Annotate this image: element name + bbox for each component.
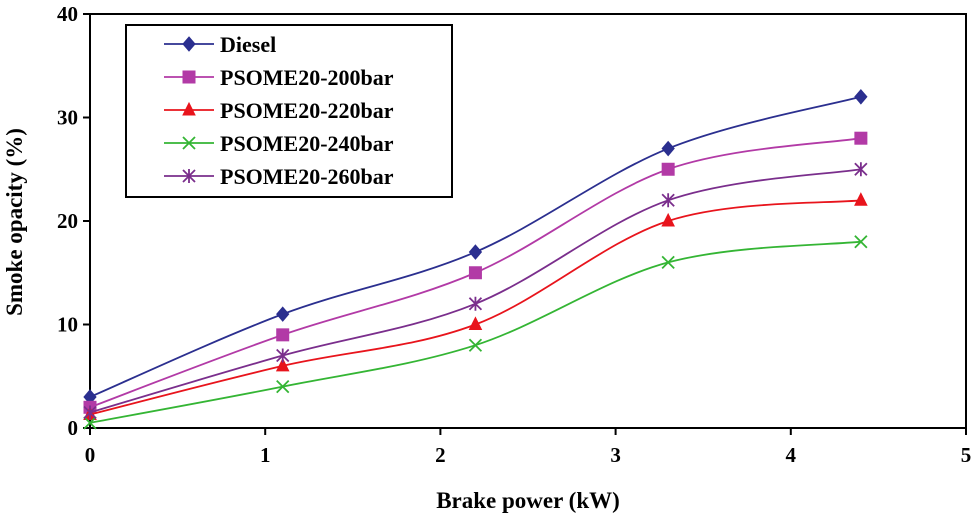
legend-item: PSOME20-220bar <box>164 98 394 123</box>
data-point <box>854 89 868 105</box>
series-3 <box>83 235 868 430</box>
y-axis-ticks: 0 10 20 30 40 <box>57 2 90 440</box>
legend-label: PSOME20-220bar <box>220 98 394 123</box>
data-point <box>854 192 868 206</box>
data-point <box>276 379 290 394</box>
series-0 <box>83 89 868 405</box>
data-point <box>854 162 868 177</box>
data-point <box>468 296 483 311</box>
legend-item: PSOME20-260bar <box>164 164 394 189</box>
data-point <box>661 140 675 157</box>
series-4 <box>83 162 868 420</box>
y-tick-label: 40 <box>57 2 78 26</box>
y-tick-label: 20 <box>57 209 78 233</box>
data-point <box>854 235 868 249</box>
x-tick-label: 1 <box>260 443 271 467</box>
x-tick-label: 3 <box>610 443 621 467</box>
legend-label: PSOME20-240bar <box>220 131 394 156</box>
data-point <box>468 266 482 280</box>
legend-box <box>125 24 453 198</box>
legend-label: PSOME20-200bar <box>220 65 394 90</box>
legend-marker <box>182 101 196 116</box>
data-point <box>468 338 483 352</box>
legend-item: PSOME20-240bar <box>164 131 394 156</box>
x-axis-title: Brake power (kW) <box>436 488 620 513</box>
x-tick-label: 4 <box>786 443 797 467</box>
data-point <box>468 316 483 330</box>
x-tick-label: 0 <box>85 443 96 467</box>
data-point <box>854 131 868 145</box>
data-point <box>276 328 290 342</box>
x-axis-ticks: 0 1 2 3 4 5 <box>85 428 972 467</box>
legend-label: Diesel <box>220 32 276 57</box>
legend-item: PSOME20-200bar <box>164 65 394 90</box>
y-axis-title: Smoke opacity (%) <box>2 128 27 316</box>
data-point <box>661 162 675 176</box>
y-tick-label: 30 <box>57 106 78 130</box>
legend-item: Diesel <box>164 32 276 57</box>
data-point <box>83 405 97 420</box>
data-point <box>276 306 290 322</box>
data-point <box>661 255 675 270</box>
data-point <box>83 416 97 430</box>
x-tick-label: 2 <box>435 443 446 467</box>
legend: Diesel PSOME20-200bar PSOME20-220bar PSOME2… <box>125 24 453 198</box>
data-point <box>661 212 675 227</box>
y-tick-label: 10 <box>57 313 78 337</box>
legend-marker <box>182 36 196 52</box>
data-point <box>275 357 290 372</box>
series-layer <box>83 89 868 430</box>
data-point <box>276 348 290 363</box>
legend-marker <box>182 70 196 84</box>
legend-label: PSOME20-260bar <box>220 164 394 189</box>
y-tick-label: 0 <box>68 416 79 440</box>
data-point <box>468 244 483 260</box>
data-point <box>661 193 675 208</box>
legend-marker <box>182 169 196 183</box>
x-tick-label: 5 <box>961 443 972 467</box>
legend-marker <box>182 136 196 150</box>
